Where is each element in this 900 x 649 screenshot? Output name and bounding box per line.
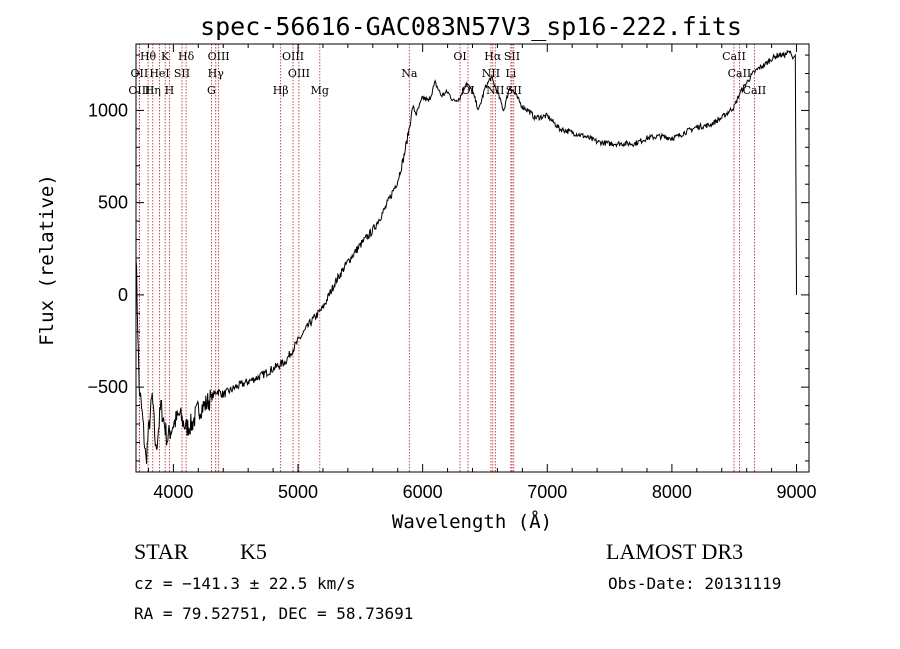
x-tick-label: 9000 [777, 482, 817, 502]
line-marker-label: SII [174, 67, 190, 80]
line-marker-label: CaII [722, 50, 746, 63]
emission-line-markers: HθKHδOIIIOIIIOIHαSIICaIIOIIHeISIIHγOIIIN… [128, 44, 766, 472]
line-marker-label: OIII [208, 50, 230, 63]
object-class: STAR [134, 539, 189, 564]
x-tick-label: 5000 [278, 482, 318, 502]
line-marker-label: Hβ [273, 84, 289, 97]
line-marker-label: Mg [311, 84, 329, 97]
y-tick-label: 0 [118, 285, 128, 305]
line-marker-label: HeI [149, 67, 169, 80]
sky-coordinates: RA = 79.52751, DEC = 58.73691 [134, 604, 414, 623]
x-tick-label: 7000 [527, 482, 567, 502]
x-axis-ticks: 4000 5000 6000 7000 8000 9000 [147, 44, 817, 502]
line-marker-label: H [165, 84, 175, 97]
line-marker-label: SII [504, 50, 520, 63]
y-tick-label: −500 [87, 377, 128, 397]
x-axis-label: Wavelength (Å) [392, 510, 552, 533]
x-tick-label: 8000 [652, 482, 692, 502]
line-marker-label: OIII [128, 84, 150, 97]
line-marker-label: NII [486, 84, 504, 97]
line-marker-label: K [161, 50, 170, 63]
line-marker-label: Li [505, 67, 516, 80]
redshift-velocity: cz = −141.3 ± 22.5 km/s [134, 574, 356, 593]
line-marker-label: G [207, 84, 216, 97]
line-marker-label: CaII [743, 84, 767, 97]
line-marker-label: CaII [728, 67, 752, 80]
line-marker-label: Na [401, 67, 418, 80]
line-marker-label: Hδ [178, 50, 195, 63]
observation-date: Obs-Date: 20131119 [608, 574, 782, 593]
survey-name: LAMOST DR3 [606, 539, 744, 564]
y-axis-label: Flux (relative) [36, 174, 58, 346]
line-marker-label: OI [453, 50, 466, 63]
y-tick-label: 1000 [88, 100, 128, 120]
line-marker-label: OIII [282, 50, 304, 63]
line-marker-label: NII [482, 67, 500, 80]
x-tick-label: 4000 [153, 482, 193, 502]
y-tick-label: 500 [98, 193, 128, 213]
spectrum-line [135, 49, 797, 464]
line-marker-label: OIII [288, 67, 310, 80]
chart-title: spec-56616-GAC083N57V3_sp16-222.fits [200, 12, 742, 41]
x-tick-label: 6000 [403, 482, 443, 502]
line-marker-label: Hθ [140, 50, 157, 63]
line-marker-label: Hγ [208, 67, 225, 80]
spectral-subclass: K5 [240, 539, 267, 564]
plot-frame [135, 43, 810, 473]
y-axis-ticks: −500 0 500 1000 [87, 54, 809, 462]
line-marker-label: Hη [145, 84, 161, 97]
line-marker-label: Hα [484, 50, 502, 63]
